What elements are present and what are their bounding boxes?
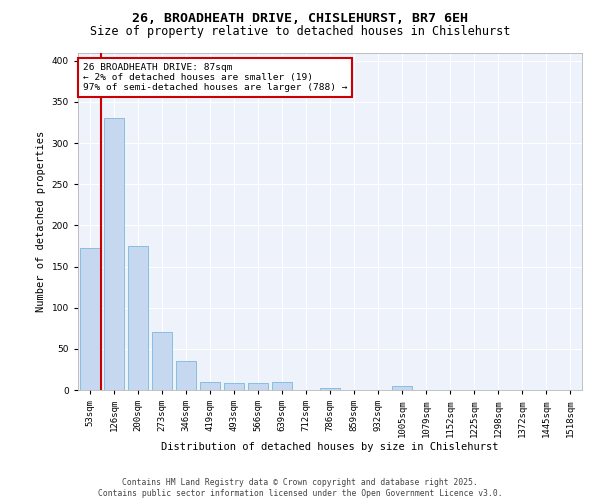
Bar [80, 248, 100, 390]
Bar [320, 388, 340, 390]
Bar [224, 382, 244, 390]
Text: 26, BROADHEATH DRIVE, CHISLEHURST, BR7 6EH: 26, BROADHEATH DRIVE, CHISLEHURST, BR7 6… [132, 12, 468, 26]
Bar [248, 382, 268, 390]
Y-axis label: Number of detached properties: Number of detached properties [36, 130, 46, 312]
Text: Contains HM Land Registry data © Crown copyright and database right 2025.
Contai: Contains HM Land Registry data © Crown c… [98, 478, 502, 498]
Bar [392, 386, 412, 390]
Text: Size of property relative to detached houses in Chislehurst: Size of property relative to detached ho… [90, 25, 510, 38]
Bar [272, 382, 292, 390]
X-axis label: Distribution of detached houses by size in Chislehurst: Distribution of detached houses by size … [161, 442, 499, 452]
Bar [200, 382, 220, 390]
Bar [104, 118, 124, 390]
Text: 26 BROADHEATH DRIVE: 87sqm
← 2% of detached houses are smaller (19)
97% of semi-: 26 BROADHEATH DRIVE: 87sqm ← 2% of detac… [83, 62, 347, 92]
Bar [128, 246, 148, 390]
Bar [152, 332, 172, 390]
Bar [176, 361, 196, 390]
